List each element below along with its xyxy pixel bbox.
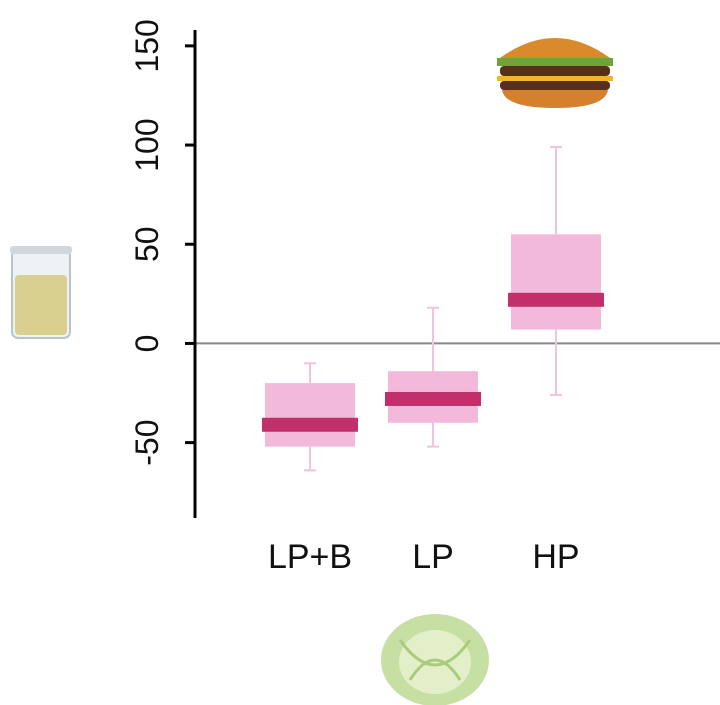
y-tick-label: -50 — [129, 419, 165, 465]
y-tick-label: 100 — [129, 118, 165, 171]
box — [511, 234, 601, 330]
y-tick-label: 50 — [129, 226, 165, 262]
x-tick-label: LP+B — [268, 538, 352, 576]
y-tick-label: 0 — [129, 335, 165, 353]
x-tick-label: LP — [412, 538, 454, 576]
x-tick-label: HP — [532, 538, 579, 576]
cabbage-icon — [381, 614, 489, 705]
beaker-icon — [10, 246, 72, 339]
median — [262, 417, 358, 432]
box — [265, 383, 355, 447]
median — [385, 391, 481, 406]
y-tick-label: 150 — [129, 19, 165, 72]
burger-icon — [497, 38, 613, 108]
median — [508, 292, 604, 307]
